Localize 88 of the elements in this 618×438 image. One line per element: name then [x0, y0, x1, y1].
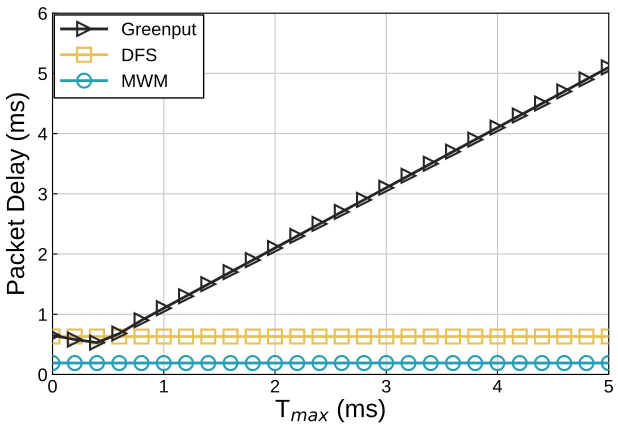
point — [156, 355, 172, 372]
x-tick-label: 3 — [382, 380, 390, 393]
point — [534, 355, 550, 372]
x-tick-label: 5 — [604, 380, 613, 393]
y-tick-label: 5 — [38, 67, 47, 80]
point — [244, 252, 261, 268]
x-tick-label: 2 — [270, 380, 280, 392]
point — [244, 328, 261, 345]
point — [556, 83, 572, 100]
y-tick-label: 2 — [38, 248, 47, 261]
point — [267, 328, 283, 345]
point — [178, 355, 194, 372]
point — [134, 312, 150, 328]
point — [134, 355, 150, 372]
point — [400, 168, 416, 184]
point — [490, 328, 506, 345]
point — [467, 355, 484, 372]
point — [334, 328, 350, 345]
x-axis-title: T$_{max}$ (ms) — [276, 398, 385, 422]
point — [378, 180, 394, 196]
point — [445, 355, 461, 372]
point — [534, 328, 550, 345]
y-tick-label: 6 — [38, 7, 47, 20]
point — [422, 355, 439, 372]
point — [222, 328, 239, 345]
point — [467, 132, 484, 148]
point — [422, 156, 439, 172]
y-tick-label: 3 — [38, 188, 47, 201]
legend-label: MWM — [122, 74, 167, 87]
y-tick-label: 1 — [39, 308, 47, 321]
point — [289, 228, 306, 244]
point — [111, 355, 128, 372]
point — [490, 355, 506, 372]
point — [222, 264, 239, 280]
point — [400, 328, 416, 345]
y-axis-title: Packet Delay (ms) — [6, 93, 30, 294]
point — [312, 355, 328, 372]
x-tick-label: 1 — [160, 380, 168, 392]
point — [89, 334, 106, 351]
point — [512, 328, 528, 345]
point — [200, 276, 216, 292]
point — [578, 355, 594, 372]
point — [66, 355, 83, 372]
point — [422, 328, 439, 345]
point — [89, 355, 106, 372]
point — [200, 355, 216, 372]
point — [512, 355, 528, 372]
point — [578, 71, 594, 88]
point — [556, 355, 572, 372]
point — [267, 355, 283, 372]
legend-label: DFS — [122, 48, 156, 62]
point — [66, 332, 83, 348]
point — [178, 288, 194, 304]
point — [289, 328, 306, 345]
point — [445, 144, 461, 160]
point — [334, 204, 350, 220]
point — [156, 328, 172, 345]
point — [556, 328, 572, 345]
point — [512, 108, 528, 124]
point — [534, 95, 550, 112]
point — [490, 120, 506, 136]
point — [356, 355, 372, 372]
point — [467, 328, 484, 345]
point — [200, 328, 216, 345]
point — [244, 355, 261, 372]
point — [334, 355, 350, 372]
point — [178, 328, 194, 345]
point — [312, 328, 328, 345]
point — [445, 328, 461, 345]
point — [356, 328, 372, 345]
point — [378, 355, 394, 372]
y-tick-label: 0 — [38, 368, 47, 382]
point — [111, 326, 128, 342]
y-tick-label: 4 — [38, 128, 48, 140]
point — [222, 355, 239, 372]
point — [356, 192, 372, 208]
point — [156, 300, 172, 316]
point — [578, 328, 594, 345]
legend-label: Greenput — [122, 22, 196, 39]
x-tick-label: 4 — [492, 380, 502, 392]
point — [289, 355, 306, 372]
point — [312, 216, 328, 232]
x-tick-label: 0 — [48, 380, 57, 393]
point — [134, 328, 150, 345]
point — [378, 328, 394, 345]
point — [267, 240, 283, 256]
point — [89, 328, 106, 345]
point — [400, 355, 416, 372]
